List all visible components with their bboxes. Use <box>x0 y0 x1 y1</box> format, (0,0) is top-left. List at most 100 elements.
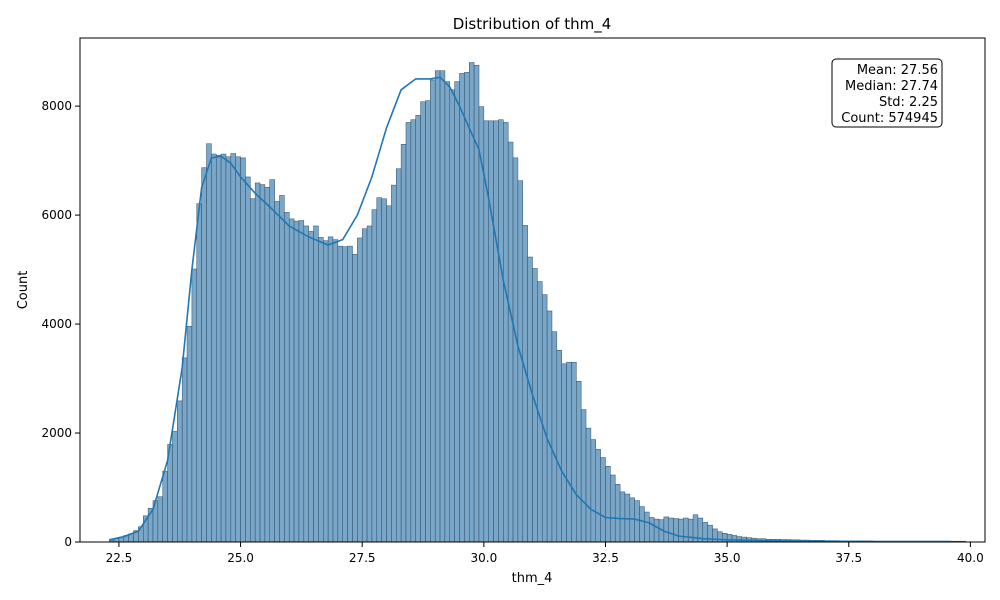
histogram-bar <box>527 256 533 543</box>
histogram-bar <box>420 101 426 543</box>
histogram-bar <box>235 156 241 543</box>
histogram-bar <box>731 535 738 543</box>
y-tick-label: 4000 <box>41 317 72 331</box>
histogram-bar <box>347 245 353 543</box>
plot-area <box>79 37 986 543</box>
histogram-bar <box>585 427 592 543</box>
histogram-bar <box>284 212 290 543</box>
histogram-bar <box>323 240 329 543</box>
stats-std: Std: 2.25 <box>879 95 938 110</box>
histogram-bar <box>439 70 446 543</box>
x-tick-label: 22.5 <box>106 551 133 565</box>
histogram-bar <box>337 245 343 543</box>
histogram-bar <box>551 331 558 543</box>
histogram-bar <box>488 120 494 543</box>
y-axis: 0 2000 4000 6000 8000 <box>41 99 80 549</box>
histogram-bar <box>400 143 407 543</box>
histogram-bar <box>644 511 650 543</box>
histogram-bar <box>556 349 562 543</box>
histogram-bar <box>332 239 339 543</box>
histogram-bar <box>434 70 441 543</box>
histogram-bar <box>357 237 363 543</box>
histogram-bar <box>308 231 314 543</box>
histogram-bar <box>162 470 168 543</box>
histogram-bar <box>376 197 382 543</box>
histogram-bar <box>590 439 597 543</box>
stats-mean: Mean: 27.56 <box>857 63 938 78</box>
x-tick-label: 40.0 <box>957 551 984 565</box>
histogram-bar <box>313 225 319 543</box>
x-tick-label: 35.0 <box>714 551 741 565</box>
plot-frame <box>79 37 986 543</box>
histogram-bar <box>663 516 669 543</box>
histogram-bar <box>580 409 587 543</box>
histogram-bar <box>653 518 660 543</box>
histogram-bar <box>576 381 582 543</box>
histogram-bar <box>215 154 222 543</box>
histogram-bar <box>250 198 256 543</box>
histogram-bar <box>172 431 178 543</box>
histogram-bar <box>342 246 348 543</box>
histogram-bar <box>254 182 261 543</box>
histogram-bar <box>201 167 207 543</box>
histogram-bar <box>264 187 271 543</box>
histogram-bar <box>566 361 572 543</box>
histogram-bar <box>605 466 611 543</box>
histogram-bar <box>444 81 451 543</box>
histogram-bar <box>634 500 640 543</box>
histogram-bar <box>279 195 285 543</box>
histogram-bar <box>225 156 232 543</box>
y-tick-label: 6000 <box>41 208 72 222</box>
histogram-bar <box>298 220 305 543</box>
y-tick-label: 0 <box>64 535 72 549</box>
histogram-bar <box>206 143 212 543</box>
histogram-bar <box>288 218 295 543</box>
histogram-bar <box>191 268 198 543</box>
histogram-bar <box>454 81 460 543</box>
histogram-bar <box>269 179 275 543</box>
histogram-bar <box>473 64 480 543</box>
histogram-bar <box>668 517 674 543</box>
histogram-bar <box>157 496 163 543</box>
histogram-bar <box>512 157 519 543</box>
histogram-bar <box>498 119 504 543</box>
histogram-bar <box>211 153 217 543</box>
histogram-bar <box>386 205 392 543</box>
y-tick-label: 8000 <box>41 99 72 113</box>
histogram-bar <box>639 506 645 543</box>
histogram-bar <box>614 483 621 543</box>
stats-box-frame <box>831 58 943 128</box>
histogram-bar <box>303 225 309 543</box>
stats-count: Count: 574945 <box>841 111 938 126</box>
histogram-bar <box>259 184 266 543</box>
histogram-bar <box>245 176 251 543</box>
histogram-bar <box>687 518 694 543</box>
histogram-bar <box>546 310 553 543</box>
histogram-bar <box>425 100 431 543</box>
histogram-bar <box>541 294 548 543</box>
histogram-bar <box>391 184 397 543</box>
histogram-bar <box>649 517 655 543</box>
histogram-bar <box>629 497 635 543</box>
histogram-bar <box>493 120 499 543</box>
histogram-bar <box>678 518 684 543</box>
histogram-bar <box>503 122 509 543</box>
histogram-bar <box>726 534 733 543</box>
histogram-bar <box>220 153 227 543</box>
histogram-bar <box>683 517 689 543</box>
histogram-bar <box>405 122 412 543</box>
bars-group <box>108 62 966 543</box>
histogram-bar <box>673 518 679 543</box>
histogram-bar <box>318 237 324 543</box>
histogram-bar <box>196 203 202 543</box>
histogram-bar <box>230 153 236 543</box>
histogram-bar <box>459 73 465 543</box>
x-tick-label: 25.0 <box>227 551 254 565</box>
histogram-bar <box>717 531 723 543</box>
histogram-bar <box>449 89 455 543</box>
histogram-bar <box>361 228 368 543</box>
histogram-bar <box>381 198 387 543</box>
histogram-bar <box>619 491 626 543</box>
y-axis-label: Count <box>16 271 31 310</box>
